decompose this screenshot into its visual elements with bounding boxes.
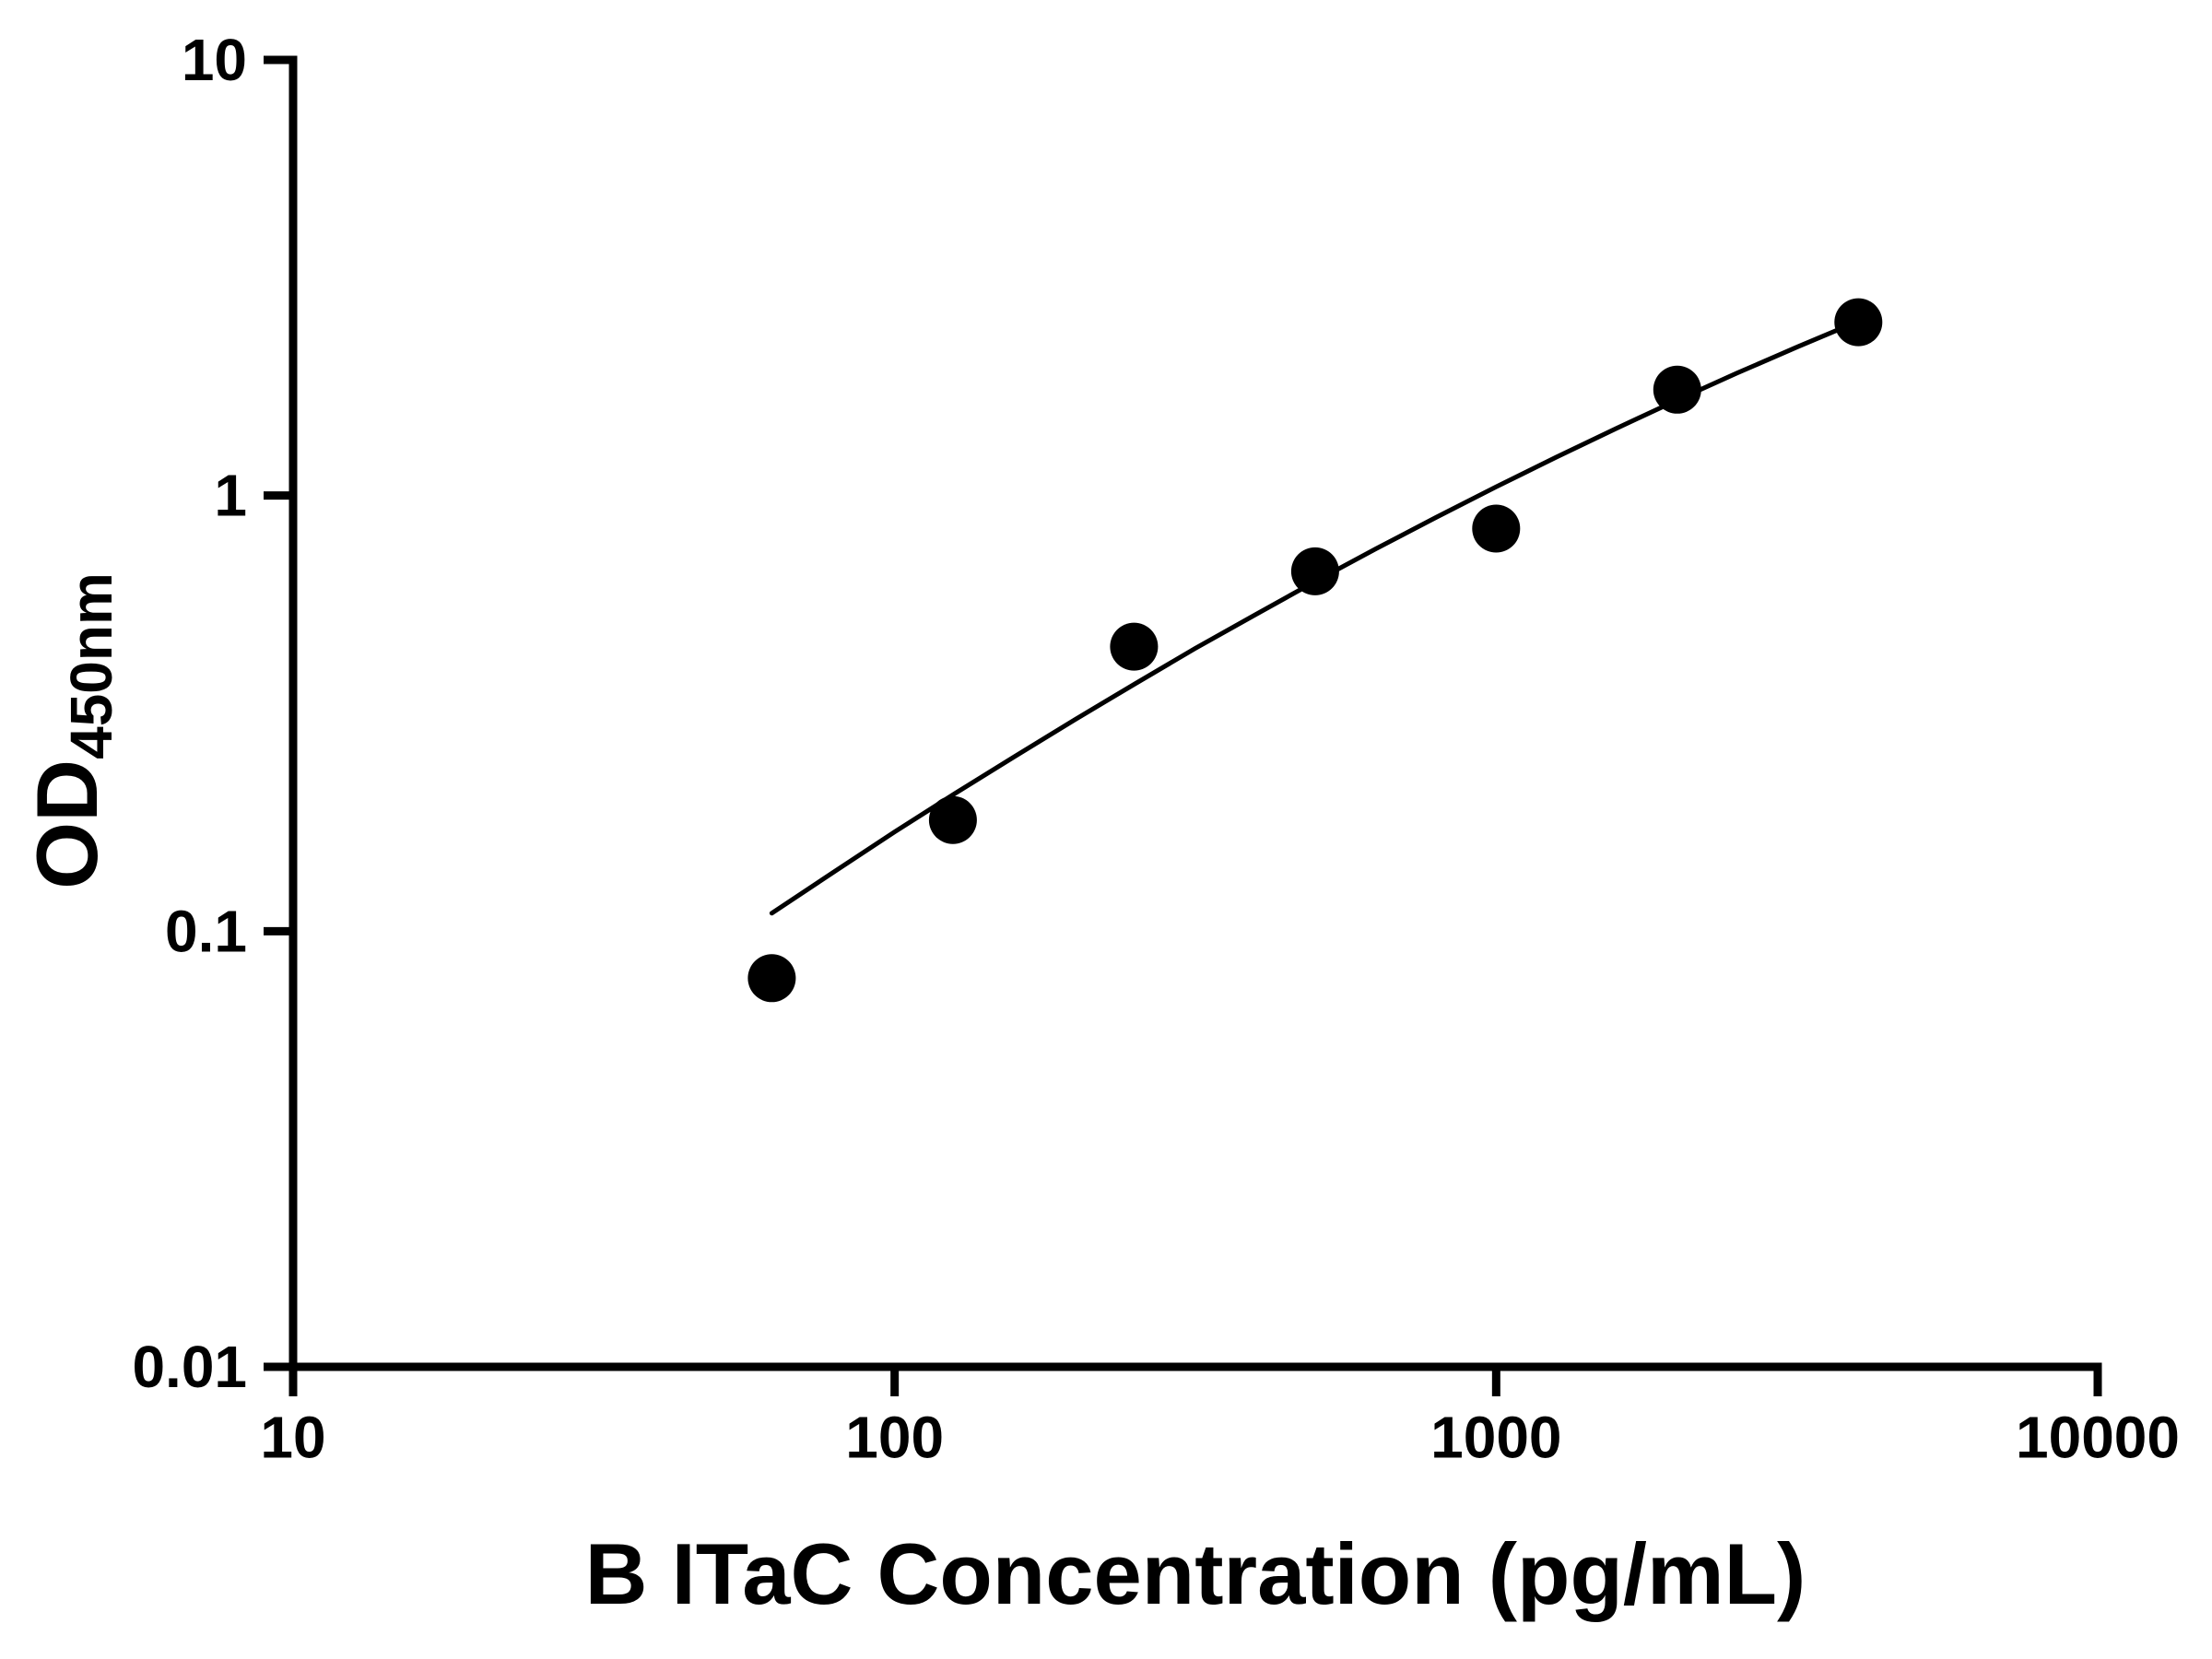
x-tick-label: 10	[260, 1404, 325, 1470]
y-tick-label: 10	[182, 27, 247, 93]
ticks: 10 100 1000 10000 10 1 0.1 0.01	[132, 27, 2180, 1470]
data-point	[1834, 298, 1883, 347]
data-point	[747, 954, 796, 1003]
y-tick-label: 0.01	[132, 1334, 247, 1400]
y-tick-label: 0.1	[165, 898, 247, 964]
data-point	[928, 795, 977, 844]
y-axis-title: OD450nm	[18, 572, 124, 889]
data-point	[1290, 547, 1339, 595]
y-axis-title-main: OD	[18, 759, 115, 889]
data-point	[1472, 504, 1521, 553]
axes	[288, 55, 2102, 1371]
x-axis-title: B ITaC Concentration (pg/mL)	[585, 1525, 1806, 1622]
x-tick-label: 100	[845, 1404, 944, 1470]
y-tick-label: 1	[214, 463, 247, 529]
x-tick-label: 1000	[1430, 1404, 1561, 1470]
data-point	[1653, 365, 1701, 414]
y-axis-title-sub: 450nm	[58, 572, 124, 759]
x-tick-label: 10000	[2016, 1404, 2180, 1470]
data-point	[1110, 622, 1159, 671]
series	[747, 298, 1883, 1003]
axis-spines	[288, 55, 2102, 1371]
